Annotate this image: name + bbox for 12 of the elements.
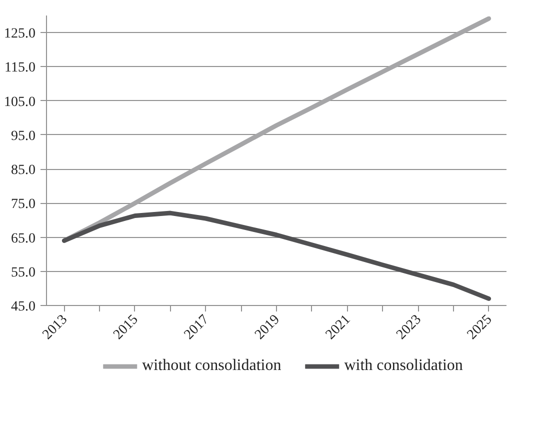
y-tick-label: 55.0: [11, 265, 36, 280]
y-tick-label: 105.0: [4, 94, 36, 110]
y-tick-label: 45.0: [11, 300, 36, 314]
line-series: [62, 210, 492, 301]
y-tick-label: 75.0: [11, 197, 36, 212]
y-tick-label: 65.0: [11, 231, 36, 246]
y-tick-label: 85.0: [11, 163, 36, 178]
y-tick-label: 125.0: [4, 26, 36, 42]
legend-label: without consolidation: [142, 357, 282, 375]
y-tick-label: 115.0: [4, 60, 36, 76]
legend-label: with consolidation: [344, 357, 463, 375]
y-tick-label: 95.0: [11, 128, 36, 144]
